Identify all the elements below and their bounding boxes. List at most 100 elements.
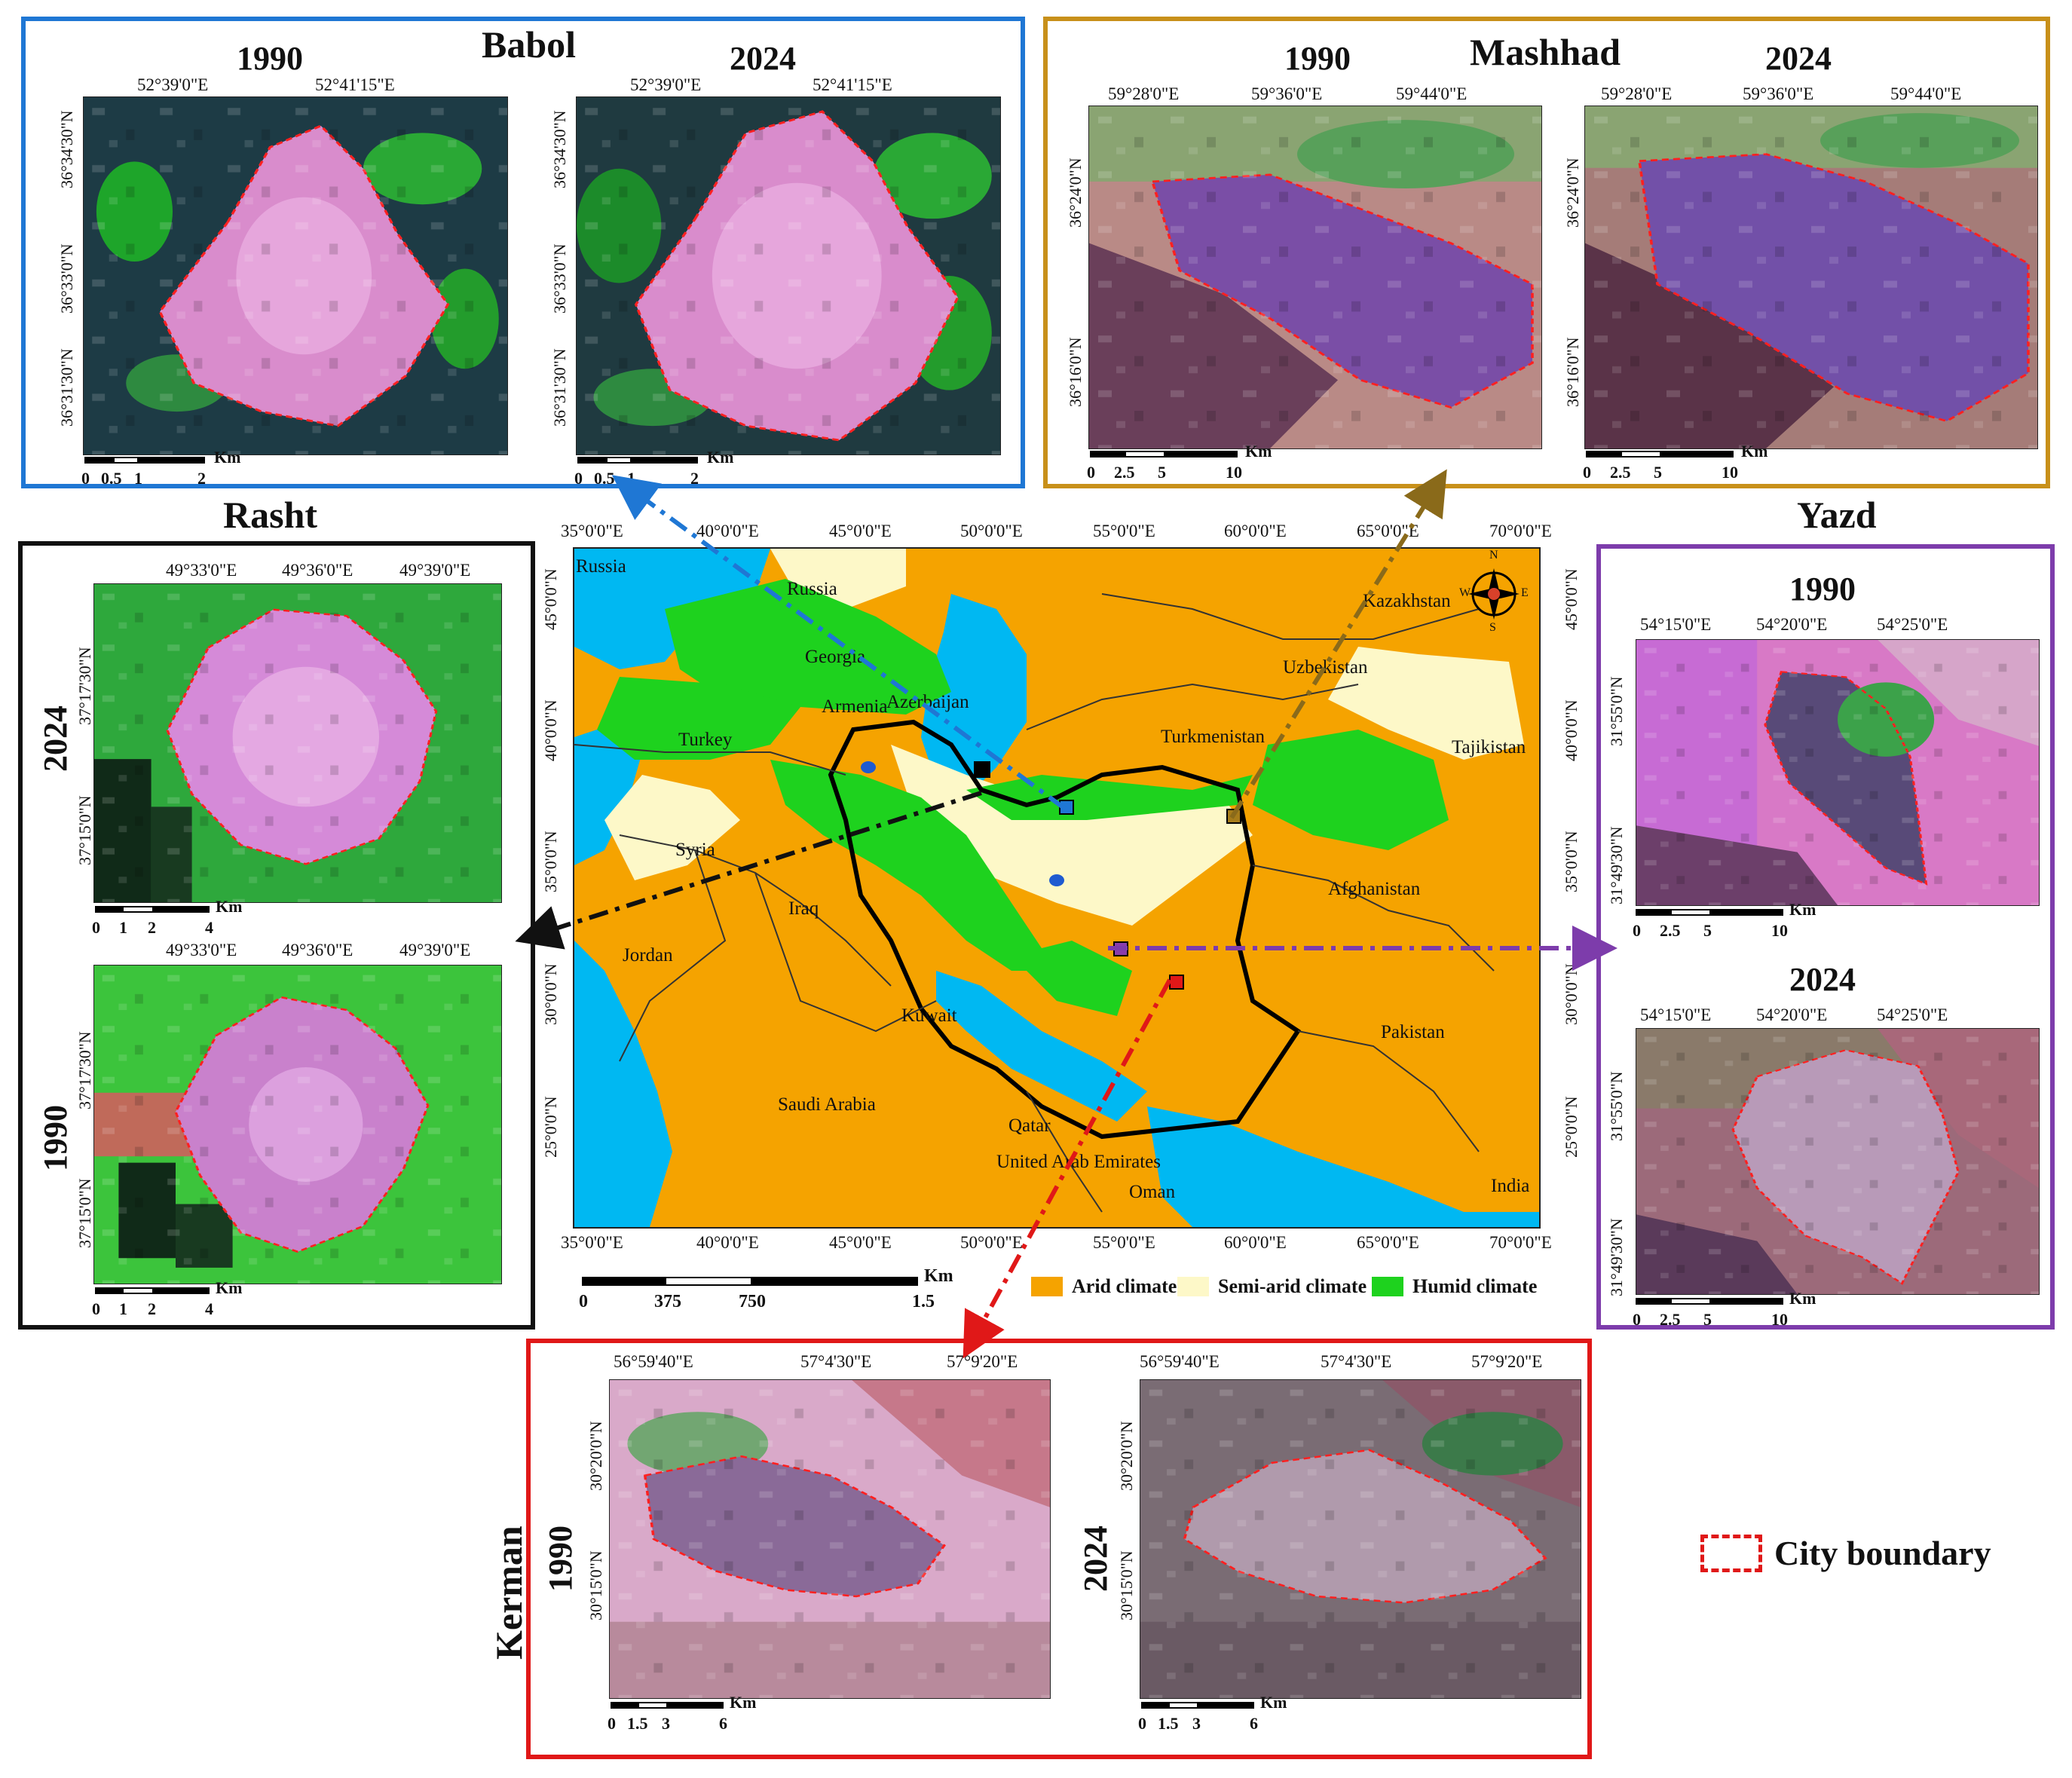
babol-lat-2a: 36°34'30"N (550, 110, 569, 188)
babol-title: Babol (482, 23, 577, 66)
yazd-lon-1a: 54°15'0"E (1640, 615, 1712, 634)
babol-lon-2a: 52°39'0"E (630, 75, 702, 94)
yazd-lon-2a: 54°15'0"E (1640, 1005, 1712, 1024)
babol-lat-1b: 36°33'0"N (57, 243, 76, 314)
mashhad-year-2: 2024 (1765, 40, 1832, 77)
mashhad-title: Mashhad (1470, 31, 1621, 73)
mashhad-scalebar-2: Km 0 2.5 5 10 (1583, 442, 1768, 482)
mashhad-lat-1b: 36°16'0"N (1066, 337, 1085, 407)
label-afghanistan: Afghanistan (1328, 879, 1421, 899)
label-tajikistan: Tajikistan (1452, 737, 1526, 757)
rasht-lat-1a: 37°17'30"N (75, 647, 94, 725)
city-boundary-label: City boundary (1774, 1534, 1991, 1572)
legend-semi-arid: Semi-arid climate (1177, 1275, 1367, 1298)
yazd-1990-image (1636, 639, 2040, 906)
rasht-year-top: 2024 (37, 705, 74, 772)
marker-kerman (1169, 975, 1184, 990)
rasht-lon-2c: 49°39'0"E (399, 941, 471, 959)
legend-humid-label: Humid climate (1412, 1275, 1538, 1297)
babol-lat-2b: 36°33'0"N (550, 243, 569, 314)
rasht-panel: 2024 1990 49°33'0"E 49°36'0"E 49°39'0"E … (18, 541, 535, 1330)
yazd-year-1: 1990 (1789, 571, 1856, 607)
map-lon-top-60: 60°0'0"E (1224, 522, 1287, 540)
main-map-scalebar: Km 0 375 750 1.5 (579, 1266, 953, 1311)
kerman-lon-2c: 57°9'20"E (1471, 1352, 1543, 1371)
kerman-lon-1b: 57°4'30"E (800, 1352, 872, 1371)
rasht-lon-1c: 49°39'0"E (399, 561, 471, 580)
map-lat-right-25: 25°0'0"N (1562, 1096, 1581, 1158)
rasht-lon-2a: 49°33'0"E (166, 941, 237, 959)
label-turkey: Turkey (678, 730, 733, 750)
label-india: India (1491, 1176, 1530, 1196)
babol-year-2: 2024 (730, 40, 796, 77)
babol-panel: Babol 1990 2024 52°39'0"E 52°41'15"E 52°… (21, 17, 1025, 488)
legend-humid: Humid climate (1372, 1275, 1537, 1298)
kerman-lat-1a: 30°20'0"N (586, 1421, 605, 1491)
babol-1990-image (83, 96, 508, 455)
kerman-lon-2b: 57°4'30"E (1321, 1352, 1392, 1371)
map-lat-left-35: 35°0'0"N (541, 831, 560, 892)
compass-w: W (1459, 586, 1471, 599)
arabian-sea (1147, 1106, 1539, 1227)
kerman-title: Kerman (488, 1526, 530, 1660)
map-lon-bot-35: 35°0'0"E (561, 1233, 623, 1252)
legend-arid-swatch (1031, 1277, 1063, 1296)
map-lon-bot-50: 50°0'0"E (960, 1233, 1023, 1252)
legend-arid: Arid climate (1031, 1275, 1177, 1298)
babol-scalebar-2: Km 0 0.5 1 2 (574, 448, 734, 488)
marker-yazd (1113, 941, 1128, 956)
main-map-frame: 35°0'0"E 40°0'0"E 45°0'0"E 50°0'0"E 55°0… (538, 513, 1593, 1311)
mashhad-lon-1a: 59°28'0"E (1108, 84, 1180, 103)
compass-n: N (1489, 549, 1498, 562)
legend-arid-label: Arid climate (1072, 1275, 1177, 1297)
label-kuwait: Kuwait (901, 1005, 957, 1026)
map-lon-bot-65: 65°0'0"E (1357, 1233, 1419, 1252)
rasht-lat-1b: 37°15'0"N (75, 795, 94, 865)
map-lon-top-50: 50°0'0"E (960, 522, 1023, 540)
yazd-panel: 1990 2024 54°15'0"E 54°20'0"E 54°25'0"E … (1596, 544, 2055, 1330)
red-sea (574, 941, 672, 1227)
babol-scalebar-1: Km 0 0.5 1 2 (81, 448, 241, 488)
label-jordan: Jordan (623, 945, 673, 966)
yazd-year-2: 2024 (1789, 961, 1856, 998)
label-qatar: Qatar (1008, 1115, 1051, 1136)
babol-lon-1a: 52°39'0"E (137, 75, 209, 94)
map-lat-left-25: 25°0'0"N (541, 1096, 560, 1158)
babol-2024-image (576, 96, 1001, 455)
map-lat-right-30: 30°0'0"N (1562, 963, 1581, 1025)
map-lon-top-35: 35°0'0"E (561, 522, 623, 540)
city-boundary-legend: City boundary (1700, 1533, 1991, 1573)
babol-year-1: 1990 (237, 40, 303, 77)
kerman-year-1: 1990 (542, 1526, 579, 1592)
label-oman: Oman (1129, 1182, 1176, 1202)
map-lon-top-45: 45°0'0"E (829, 522, 892, 540)
mashhad-lon-2b: 59°36'0"E (1743, 84, 1814, 103)
label-kazakhstan: Kazakhstan (1363, 591, 1451, 611)
label-uzbekistan: Uzbekistan (1283, 657, 1368, 678)
label-georgia: Georgia (805, 647, 866, 667)
kerman-scalebar-1: Km 0 1.5 3 6 (608, 1693, 757, 1733)
compass-s: S (1489, 621, 1496, 634)
map-lon-top-40: 40°0'0"E (696, 522, 759, 540)
label-iraq: Iraq (788, 898, 819, 919)
yazd-lon-1c: 54°25'0"E (1877, 615, 1948, 634)
label-azerbaijan: Azerbaijan (886, 692, 969, 712)
humid-afghanistan (1253, 730, 1449, 850)
map-lon-bot-70: 70°0'0"E (1489, 1233, 1552, 1252)
mashhad-panel: Mashhad 1990 2024 59°28'0"E 59°36'0"E 59… (1043, 17, 2050, 488)
yazd-lon-2c: 54°25'0"E (1877, 1005, 1948, 1024)
climate-map: N W E S Russia Russia Georgia Armenia Az… (573, 547, 1541, 1229)
label-russia-2: Russia (787, 579, 837, 599)
rasht-title: Rasht (223, 494, 318, 536)
map-lat-left-30: 30°0'0"N (541, 963, 560, 1025)
kerman-1990-image (609, 1379, 1051, 1699)
rasht-lon-2b: 49°36'0"E (282, 941, 353, 959)
map-lon-top-65: 65°0'0"E (1357, 522, 1419, 540)
map-lon-top-55: 55°0'0"E (1093, 522, 1155, 540)
map-lon-bot-60: 60°0'0"E (1224, 1233, 1287, 1252)
label-saudi-arabia: Saudi Arabia (778, 1094, 876, 1115)
rasht-scalebar-1: Km 0 1 2 4 (92, 897, 243, 937)
map-lon-bot-55: 55°0'0"E (1093, 1233, 1155, 1252)
label-syria: Syria (675, 840, 715, 860)
yazd-lon-1b: 54°20'0"E (1756, 615, 1828, 634)
